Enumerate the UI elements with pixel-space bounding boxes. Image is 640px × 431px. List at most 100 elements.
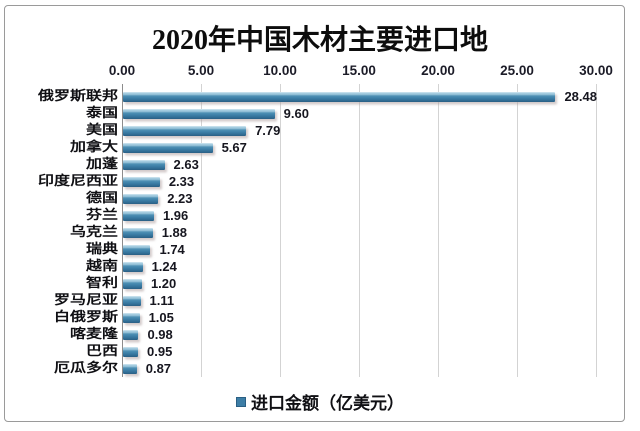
category-label: 白俄罗斯 bbox=[53, 310, 118, 324]
legend-label: 进口金额（亿美元） bbox=[251, 394, 404, 413]
bar-row: 9.60 bbox=[123, 105, 597, 122]
category-row: 智利 bbox=[6, 275, 118, 292]
gridline bbox=[359, 84, 360, 377]
category-label: 罗马尼亚 bbox=[53, 293, 118, 307]
legend-marker-icon bbox=[236, 396, 246, 407]
category-row: 俄罗斯联邦 bbox=[6, 88, 118, 105]
value-label: 0.95 bbox=[147, 344, 173, 359]
category-label: 厄瓜多尔 bbox=[53, 361, 118, 375]
bar bbox=[123, 142, 213, 153]
bar bbox=[123, 312, 140, 323]
category-label: 泰国 bbox=[85, 106, 118, 120]
category-row: 芬兰 bbox=[6, 207, 118, 224]
bar bbox=[123, 244, 151, 255]
value-label: 1.05 bbox=[148, 310, 174, 325]
category-row: 加蓬 bbox=[6, 156, 118, 173]
category-row: 厄瓜多尔 bbox=[6, 360, 118, 377]
x-axis-tick-label: 25.00 bbox=[500, 63, 534, 78]
y-axis-line bbox=[122, 84, 123, 377]
category-label: 俄罗斯联邦 bbox=[37, 89, 118, 103]
bar bbox=[123, 159, 165, 170]
bar-row: 1.24 bbox=[123, 258, 597, 275]
gridline bbox=[596, 84, 597, 377]
category-row: 加拿大 bbox=[6, 139, 118, 156]
bar bbox=[123, 210, 154, 221]
value-label: 0.98 bbox=[147, 327, 173, 342]
category-label: 越南 bbox=[85, 259, 118, 273]
value-label: 0.87 bbox=[145, 361, 172, 376]
category-row: 德国 bbox=[6, 190, 118, 207]
x-axis-tick-label: 0.00 bbox=[108, 63, 136, 78]
bar-row: 0.95 bbox=[123, 343, 597, 360]
value-label: 1.88 bbox=[161, 225, 188, 240]
bar-row: 0.87 bbox=[123, 360, 597, 377]
value-label: 2.63 bbox=[173, 157, 199, 172]
bar bbox=[123, 227, 153, 238]
chart-frame bbox=[4, 5, 625, 422]
value-label: 7.79 bbox=[255, 123, 281, 138]
value-label: 1.24 bbox=[151, 259, 177, 274]
value-label: 9.60 bbox=[283, 106, 309, 121]
value-label: 5.67 bbox=[221, 140, 247, 155]
bar bbox=[123, 125, 247, 136]
bar bbox=[123, 193, 159, 204]
category-row: 白俄罗斯 bbox=[6, 309, 118, 326]
bar-row: 1.96 bbox=[123, 207, 597, 224]
gridline bbox=[438, 84, 439, 377]
value-label: 28.48 bbox=[564, 89, 597, 104]
gridline bbox=[517, 84, 518, 377]
legend: 进口金额（亿美元） bbox=[0, 389, 640, 414]
bar-row: 2.33 bbox=[123, 173, 597, 190]
category-label: 美国 bbox=[85, 123, 118, 137]
value-label: 1.11 bbox=[149, 293, 175, 308]
bar-row: 0.98 bbox=[123, 326, 597, 343]
bar-row: 1.74 bbox=[123, 241, 597, 258]
bar-row: 1.88 bbox=[123, 224, 597, 241]
bar bbox=[123, 261, 143, 272]
x-axis-tick-label: 30.00 bbox=[579, 63, 613, 78]
category-row: 泰国 bbox=[6, 105, 118, 122]
bar bbox=[123, 329, 139, 340]
category-row: 巴西 bbox=[6, 343, 118, 360]
bar-row: 2.63 bbox=[123, 156, 597, 173]
category-row: 喀麦隆 bbox=[6, 326, 118, 343]
plot-area: 28.48 9.60 7.79 5.67 2.63 2.33 2.23 1.96 1.88 1.7… bbox=[123, 88, 597, 377]
gridline bbox=[280, 84, 281, 377]
x-axis-tick-label: 5.00 bbox=[187, 63, 215, 78]
value-label: 2.23 bbox=[167, 191, 193, 206]
gridline bbox=[201, 84, 202, 377]
bar-row: 28.48 bbox=[123, 88, 597, 105]
bar-row: 5.67 bbox=[123, 139, 597, 156]
category-label: 巴西 bbox=[85, 344, 118, 358]
x-axis-tick-label: 15.00 bbox=[342, 63, 376, 78]
category-label: 喀麦隆 bbox=[69, 327, 118, 341]
category-label: 德国 bbox=[85, 191, 118, 205]
category-row: 罗马尼亚 bbox=[6, 292, 118, 309]
category-row: 越南 bbox=[6, 258, 118, 275]
value-label: 2.33 bbox=[168, 174, 195, 189]
value-label: 1.74 bbox=[159, 242, 185, 257]
bar-row: 1.20 bbox=[123, 275, 597, 292]
bar bbox=[123, 176, 160, 187]
category-axis-labels: 俄罗斯联邦泰国美国加拿大 加蓬印度尼西亚德国芬兰乌克兰瑞典越南智利罗马尼亚白俄罗斯… bbox=[6, 88, 118, 377]
bar-row: 7.79 bbox=[123, 122, 597, 139]
category-row: 乌克兰 bbox=[6, 224, 118, 241]
category-row: 美国 bbox=[6, 122, 118, 139]
chart-title: 2020年中国木材主要进口地 bbox=[151, 25, 488, 56]
bar-row: 2.23 bbox=[123, 190, 597, 207]
bar-row: 1.11 bbox=[123, 292, 597, 309]
category-row: 印度尼西亚 bbox=[6, 173, 118, 190]
bar bbox=[123, 91, 556, 102]
x-axis-tick-label: 10.00 bbox=[263, 63, 297, 78]
category-label: 加蓬 bbox=[85, 157, 118, 171]
bar-row: 1.05 bbox=[123, 309, 597, 326]
category-label: 乌克兰 bbox=[69, 225, 118, 239]
value-label: 1.96 bbox=[162, 208, 189, 223]
category-label: 智利 bbox=[85, 276, 118, 290]
category-label: 印度尼西亚 bbox=[37, 174, 118, 188]
bar bbox=[123, 295, 141, 306]
bar bbox=[123, 278, 142, 289]
x-axis-tick-label: 20.00 bbox=[421, 63, 455, 78]
category-label: 瑞典 bbox=[85, 242, 118, 256]
category-label: 芬兰 bbox=[85, 208, 118, 222]
